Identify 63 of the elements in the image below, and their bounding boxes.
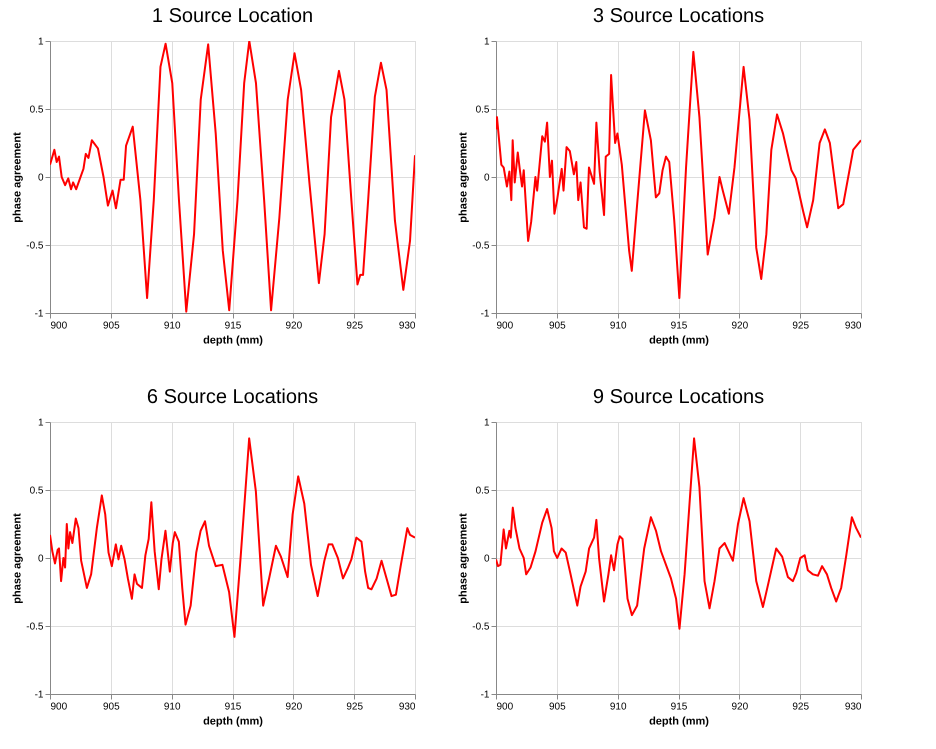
y-axis-title: phase agreement bbox=[11, 512, 24, 604]
chart-title: 3 Source Locations bbox=[592, 5, 764, 27]
y-tick-label: 0 bbox=[484, 172, 490, 184]
x-tick-label: 930 bbox=[844, 320, 862, 332]
x-tick-label: 925 bbox=[792, 320, 810, 332]
x-axis-title: depth (mm) bbox=[203, 716, 264, 728]
y-axis-title: phase agreement bbox=[11, 132, 24, 223]
y-tick-label: -1 bbox=[34, 690, 44, 700]
x-axis-title: depth (mm) bbox=[649, 716, 710, 728]
x-tick-label: 920 bbox=[285, 320, 303, 332]
y-tick-label: 0.5 bbox=[30, 104, 44, 116]
y-tick-label: 0.5 bbox=[30, 486, 44, 496]
x-tick-label: 900 bbox=[496, 320, 514, 332]
y-tick-label: 0.5 bbox=[476, 486, 490, 496]
chart-title: 1 Source Location bbox=[152, 5, 314, 27]
chart-title: 6 Source Locations bbox=[146, 386, 318, 408]
x-tick-label: 915 bbox=[224, 702, 242, 712]
x-tick-label: 910 bbox=[610, 320, 627, 332]
x-tick-label: 925 bbox=[346, 702, 364, 712]
x-tick-label: 910 bbox=[610, 702, 627, 712]
x-tick-label: 930 bbox=[844, 702, 862, 712]
x-tick-label: 915 bbox=[670, 320, 688, 332]
y-axis-title: phase agreement bbox=[457, 132, 470, 223]
x-tick-label: 900 bbox=[50, 320, 68, 332]
x-tick-label: 920 bbox=[731, 702, 749, 712]
y-tick-label: 0.5 bbox=[476, 104, 490, 116]
x-tick-label: 905 bbox=[102, 320, 120, 332]
x-axis-title: depth (mm) bbox=[649, 334, 710, 346]
x-tick-label: 930 bbox=[398, 320, 416, 332]
line-series bbox=[50, 437, 415, 638]
x-tick-label: 905 bbox=[102, 702, 120, 712]
y-tick-label: -0.5 bbox=[26, 240, 44, 252]
x-tick-label: 900 bbox=[50, 702, 68, 712]
y-tick-label: 1 bbox=[484, 36, 490, 48]
y-tick-label: 1 bbox=[38, 418, 44, 428]
y-tick-label: 0 bbox=[38, 554, 44, 564]
y-tick-label: -1 bbox=[34, 308, 44, 320]
x-tick-label: 925 bbox=[346, 320, 364, 332]
y-tick-label: -1 bbox=[480, 308, 490, 320]
x-tick-label: 910 bbox=[164, 702, 181, 712]
x-tick-label: 930 bbox=[398, 702, 416, 712]
y-tick-label: 1 bbox=[38, 36, 44, 48]
y-tick-label: -1 bbox=[480, 690, 490, 700]
x-tick-label: 910 bbox=[164, 320, 181, 332]
x-axis-title: depth (mm) bbox=[203, 334, 264, 346]
y-tick-label: 0 bbox=[38, 172, 44, 184]
x-tick-label: 920 bbox=[285, 702, 303, 712]
x-tick-label: 915 bbox=[670, 702, 688, 712]
chart-title: 9 Source Locations bbox=[592, 386, 764, 408]
x-tick-label: 925 bbox=[792, 702, 810, 712]
y-tick-label: -0.5 bbox=[472, 240, 490, 252]
y-tick-label: 1 bbox=[484, 418, 490, 428]
y-tick-label: -0.5 bbox=[26, 622, 44, 632]
x-tick-label: 920 bbox=[731, 320, 749, 332]
x-tick-label: 905 bbox=[548, 320, 566, 332]
y-tick-label: -0.5 bbox=[472, 622, 490, 632]
y-tick-label: 0 bbox=[484, 554, 490, 564]
y-axis-title: phase agreement bbox=[457, 512, 470, 604]
line-series bbox=[496, 437, 861, 630]
line-series bbox=[496, 50, 861, 300]
x-tick-label: 900 bbox=[496, 702, 514, 712]
x-tick-label: 905 bbox=[548, 702, 566, 712]
x-tick-label: 915 bbox=[224, 320, 242, 332]
